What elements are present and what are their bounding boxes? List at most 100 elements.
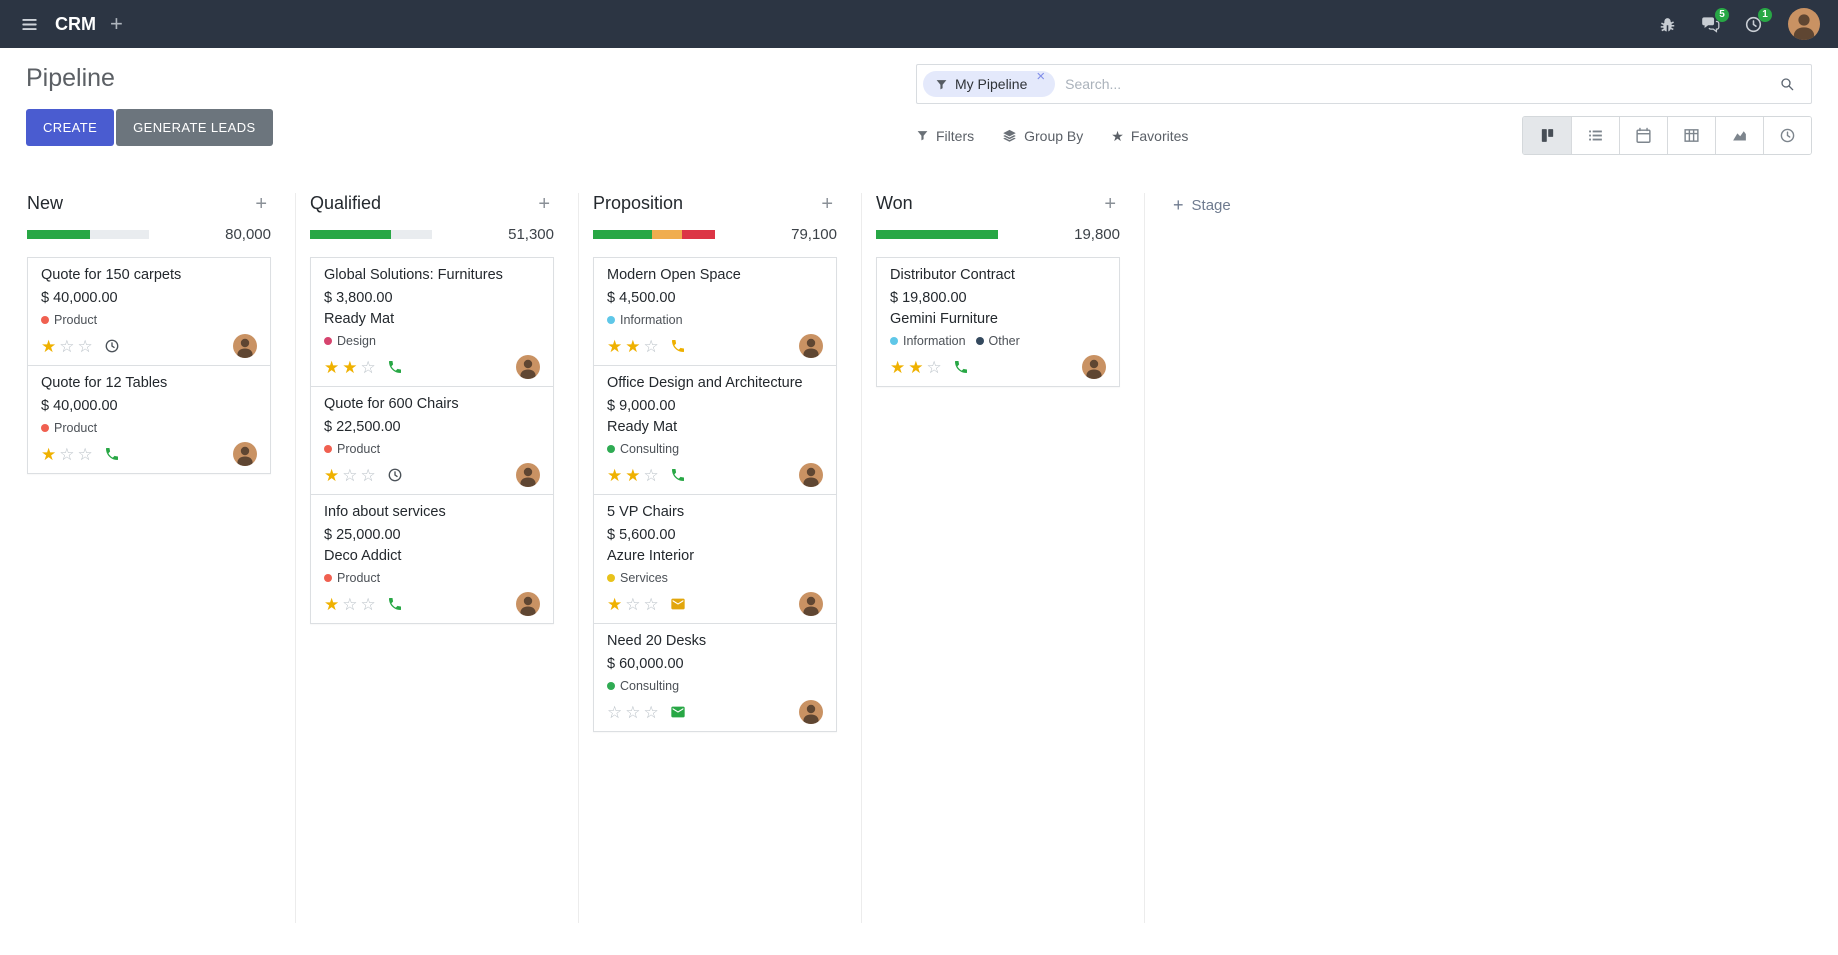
generate-leads-button[interactable]: GENERATE LEADS: [116, 109, 273, 146]
kanban-card[interactable]: Quote for 12 Tables $ 40,000.00 Product …: [27, 365, 271, 474]
priority-star-icon[interactable]: ★: [625, 336, 641, 356]
view-switch-activity[interactable]: [1763, 117, 1811, 154]
priority-star-icon[interactable]: ★: [324, 357, 340, 377]
priority-star-icon[interactable]: ★: [607, 594, 623, 614]
priority-star-icon[interactable]: ★: [625, 465, 641, 485]
priority-star-icon[interactable]: ☆: [342, 465, 358, 485]
priority-star-icon[interactable]: ☆: [643, 594, 659, 614]
priority-stars[interactable]: ★ ☆ ☆: [41, 446, 96, 463]
priority-star-icon[interactable]: ★: [41, 336, 57, 356]
priority-star-icon[interactable]: ☆: [77, 444, 93, 464]
priority-stars[interactable]: ★ ☆ ☆: [324, 596, 379, 613]
create-button[interactable]: CREATE: [26, 109, 115, 146]
add-record-button[interactable]: +: [534, 194, 554, 214]
kanban-card[interactable]: Quote for 150 carpets $ 40,000.00 Produc…: [27, 257, 271, 366]
priority-star-icon[interactable]: ☆: [59, 444, 75, 464]
priority-star-icon[interactable]: ★: [908, 357, 924, 377]
view-switch-graph[interactable]: [1715, 117, 1763, 154]
priority-stars[interactable]: ★ ☆ ☆: [41, 338, 96, 355]
phone-icon[interactable]: [953, 359, 969, 375]
progress-segment[interactable]: [651, 230, 683, 239]
column-progressbar[interactable]: [27, 230, 149, 239]
progress-segment[interactable]: [90, 230, 149, 239]
progress-segment[interactable]: [310, 230, 391, 239]
kanban-card[interactable]: Quote for 600 Chairs $ 22,500.00 Product…: [310, 386, 554, 495]
kanban-card[interactable]: Office Design and Architecture $ 9,000.0…: [593, 365, 837, 495]
kanban-card[interactable]: Info about services $ 25,000.00 Deco Add…: [310, 494, 554, 624]
envelope-icon[interactable]: [670, 596, 686, 612]
priority-star-icon[interactable]: ★: [324, 465, 340, 485]
priority-star-icon[interactable]: ★: [607, 336, 623, 356]
priority-stars[interactable]: ☆ ☆ ☆: [607, 704, 662, 721]
app-name[interactable]: CRM: [55, 13, 96, 34]
priority-stars[interactable]: ★ ★ ☆: [607, 338, 662, 355]
apps-menu-icon[interactable]: [10, 9, 49, 40]
search-icon[interactable]: [1775, 72, 1799, 96]
priority-star-icon[interactable]: ☆: [360, 357, 376, 377]
priority-star-icon[interactable]: ★: [890, 357, 906, 377]
progress-segment[interactable]: [390, 230, 432, 239]
priority-star-icon[interactable]: ★: [342, 357, 358, 377]
priority-stars[interactable]: ★ ★ ☆: [607, 467, 662, 484]
add-record-button[interactable]: +: [251, 194, 271, 214]
priority-star-icon[interactable]: ☆: [360, 465, 376, 485]
add-stage-button[interactable]: + Stage: [1173, 196, 1231, 214]
priority-star-icon[interactable]: ☆: [625, 594, 641, 614]
phone-icon[interactable]: [104, 446, 120, 462]
user-avatar[interactable]: [1788, 8, 1820, 40]
kanban-card[interactable]: Distributor Contract $ 19,800.00 Gemini …: [876, 257, 1120, 387]
view-switch-list[interactable]: [1571, 117, 1619, 154]
priority-star-icon[interactable]: ☆: [342, 594, 358, 614]
priority-star-icon[interactable]: ☆: [926, 357, 942, 377]
priority-star-icon[interactable]: ☆: [607, 702, 623, 722]
priority-stars[interactable]: ★ ★ ☆: [324, 359, 379, 376]
priority-star-icon[interactable]: ★: [607, 465, 623, 485]
add-record-button[interactable]: +: [817, 194, 837, 214]
priority-star-icon[interactable]: ★: [324, 594, 340, 614]
envelope-icon[interactable]: [670, 704, 686, 720]
priority-star-icon[interactable]: ☆: [643, 336, 659, 356]
progress-segment[interactable]: [682, 230, 715, 239]
activity-clock-icon[interactable]: [104, 338, 120, 354]
favorites-button[interactable]: ★ Favorites: [1111, 128, 1188, 144]
kanban-card[interactable]: 5 VP Chairs $ 5,600.00 Azure Interior Se…: [593, 494, 837, 624]
priority-stars[interactable]: ★ ☆ ☆: [607, 596, 662, 613]
kanban-card[interactable]: Modern Open Space $ 4,500.00 Information…: [593, 257, 837, 366]
phone-icon[interactable]: [670, 338, 686, 354]
progress-segment[interactable]: [593, 230, 652, 239]
priority-star-icon[interactable]: ☆: [643, 465, 659, 485]
priority-star-icon[interactable]: ☆: [360, 594, 376, 614]
kanban-card[interactable]: Global Solutions: Furnitures $ 3,800.00 …: [310, 257, 554, 387]
new-plus-icon[interactable]: +: [100, 11, 133, 37]
view-switch-calendar[interactable]: [1619, 117, 1667, 154]
priority-star-icon[interactable]: ☆: [77, 336, 93, 356]
progress-segment[interactable]: [27, 230, 91, 239]
priority-star-icon[interactable]: ☆: [59, 336, 75, 356]
messages-icon[interactable]: 5: [1696, 7, 1729, 40]
kanban-card[interactable]: Need 20 Desks $ 60,000.00 Consulting ☆ ☆ ☆: [593, 623, 837, 732]
priority-star-icon[interactable]: ☆: [643, 702, 659, 722]
column-progressbar[interactable]: [593, 230, 715, 239]
activity-clock-icon[interactable]: [387, 467, 403, 483]
priority-stars[interactable]: ★ ★ ☆: [890, 359, 945, 376]
column-progressbar[interactable]: [876, 230, 998, 239]
view-switch-pivot[interactable]: [1667, 117, 1715, 154]
card-partner: Gemini Furniture: [890, 311, 998, 327]
group-by-button[interactable]: Group By: [1002, 128, 1083, 144]
progress-segment[interactable]: [876, 230, 998, 239]
phone-icon[interactable]: [387, 359, 403, 375]
activities-clock-icon[interactable]: 1: [1739, 7, 1772, 40]
filters-button[interactable]: Filters: [916, 128, 974, 144]
column-progressbar[interactable]: [310, 230, 432, 239]
card-amount: $ 60,000.00: [607, 656, 684, 672]
debug-bug-icon[interactable]: [1653, 9, 1682, 40]
priority-star-icon[interactable]: ★: [41, 444, 57, 464]
view-switch-kanban[interactable]: [1523, 117, 1571, 154]
phone-icon[interactable]: [387, 596, 403, 612]
priority-star-icon[interactable]: ☆: [625, 702, 641, 722]
add-record-button[interactable]: +: [1100, 194, 1120, 214]
priority-stars[interactable]: ★ ☆ ☆: [324, 467, 379, 484]
phone-icon[interactable]: [670, 467, 686, 483]
search-input[interactable]: [1055, 76, 1775, 92]
facet-remove-icon[interactable]: ×: [1036, 68, 1046, 85]
